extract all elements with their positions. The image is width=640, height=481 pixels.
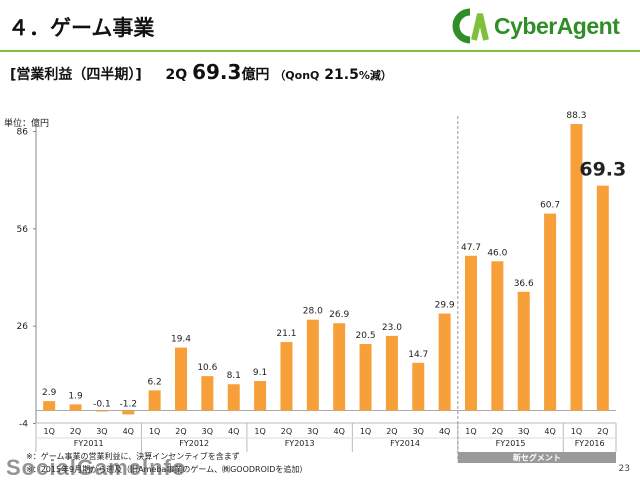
fiscal-year-label: FY2011: [74, 439, 104, 448]
page-number: 23: [618, 464, 630, 474]
data-label: 8.1: [227, 371, 241, 381]
bar: [438, 313, 451, 411]
x-tick-label: 3Q: [413, 427, 424, 436]
x-tick-label: 3Q: [307, 427, 318, 436]
data-label: 23.0: [382, 323, 402, 333]
bar: [306, 319, 319, 411]
unit-label: 単位：億円: [4, 119, 50, 129]
data-label: 6.2: [147, 377, 161, 387]
x-tick-label: 2Q: [281, 427, 292, 436]
y-tick-label: 56: [17, 225, 29, 235]
subtitle-qonq-value: 21.5: [324, 67, 359, 83]
footnote-2: ※：2015年9月期から遡及（旧Ameba事業のゲーム、㈱GOODROIDを追加…: [26, 465, 308, 474]
data-label: 14.7: [408, 350, 428, 360]
bar: [43, 401, 56, 411]
fiscal-year-label: FY2013: [285, 439, 315, 448]
subtitle-label: [営業利益（四半期）]: [10, 67, 142, 83]
x-tick-label: 1Q: [43, 427, 54, 436]
bar: [122, 410, 135, 415]
y-tick-label: -4: [19, 420, 28, 430]
data-label: 1.9: [68, 391, 83, 401]
bar: [95, 410, 108, 412]
x-tick-label: 2Q: [70, 427, 81, 436]
y-tick-label: 26: [17, 322, 29, 332]
x-tick-label: 2Q: [597, 427, 608, 436]
data-label: 10.6: [197, 363, 217, 373]
footnote-1: ※：ゲーム事業の営業利益に、決算インセンティブを含まず: [26, 452, 240, 461]
bar: [570, 124, 583, 411]
watermark: SocialGameInfo: [6, 455, 187, 480]
bar: [227, 384, 240, 411]
x-tick-label: 3Q: [518, 427, 529, 436]
logo-text: CyberAgent: [494, 13, 620, 39]
data-label: 26.9: [329, 310, 349, 320]
data-label: 60.7: [540, 201, 560, 211]
new-segment-band: [457, 452, 616, 463]
x-tick-label: 4Q: [544, 427, 555, 436]
subtitle-qonq-label: （QonQ: [274, 69, 320, 82]
bar: [359, 344, 372, 411]
bar: [280, 342, 293, 411]
x-tick-label: 1Q: [360, 427, 371, 436]
bar: [517, 291, 530, 411]
bar: [148, 390, 161, 411]
bar: [201, 376, 214, 411]
x-tick-label: 1Q: [149, 427, 160, 436]
x-tick-label: 3Q: [96, 427, 107, 436]
subtitle-unit: 億円: [241, 67, 270, 83]
x-tick-label: 2Q: [492, 427, 503, 436]
data-label: 46.0: [487, 248, 507, 258]
x-tick-label: 1Q: [465, 427, 476, 436]
data-label: 69.3: [579, 159, 626, 181]
data-label: 19.4: [171, 335, 191, 345]
subtitle-quarter: 2Q: [165, 67, 188, 83]
x-tick-label: 4Q: [123, 427, 134, 436]
x-tick-label: 3Q: [202, 427, 213, 436]
bar: [69, 404, 82, 411]
bar: [254, 380, 267, 411]
chart-subtitle: [営業利益（四半期）] 2Q 69.3億円 （QonQ 21.5%減）: [10, 60, 392, 84]
subtitle-qonq-unit: %減）: [358, 69, 392, 82]
cyberagent-logo: CyberAgent: [452, 6, 632, 46]
fiscal-year-label: FY2014: [390, 439, 420, 448]
data-label: 9.1: [253, 368, 267, 378]
data-label: 21.1: [276, 329, 296, 339]
bar: [465, 255, 477, 411]
logo-mark-icon: [452, 8, 489, 44]
data-label: -1.2: [119, 400, 137, 410]
subtitle-value: 69.3: [192, 60, 242, 84]
x-tick-label: 4Q: [333, 427, 344, 436]
data-label: 47.7: [461, 243, 481, 253]
data-label: 2.9: [42, 388, 57, 398]
new-segment-label: 新セグメント: [513, 453, 561, 463]
data-label: 88.3: [566, 111, 586, 121]
x-tick-label: 2Q: [386, 427, 397, 436]
data-label: 28.0: [303, 307, 323, 317]
data-label: 36.6: [514, 279, 534, 289]
y-tick-label: 86: [17, 128, 29, 138]
x-tick-label: 4Q: [439, 427, 450, 436]
x-tick-label: 1Q: [254, 427, 265, 436]
bar: [333, 323, 346, 411]
bar: [491, 261, 504, 411]
fiscal-year-label: FY2016: [575, 439, 605, 448]
bar: [412, 362, 425, 411]
bar: [596, 185, 609, 411]
bar: [385, 335, 398, 411]
x-tick-label: 4Q: [228, 427, 239, 436]
data-label: 29.9: [435, 301, 455, 311]
data-label: -0.1: [93, 400, 111, 410]
bar: [175, 347, 187, 411]
x-tick-label: 2Q: [175, 427, 186, 436]
bar-chart: -4 26 56 86 2.9 1Q 1.9 2Q -0.1 3Q -1.2 4Q 6.2 1Q 19.4 2…: [17, 111, 626, 463]
x-tick-label: 1Q: [571, 427, 582, 436]
bar: [544, 213, 557, 411]
fiscal-year-label: FY2012: [179, 439, 209, 448]
data-label: 20.5: [356, 331, 376, 341]
fiscal-year-label: FY2015: [496, 439, 526, 448]
header-rule: [0, 50, 640, 52]
page-title: ４．ゲーム事業: [8, 16, 155, 40]
